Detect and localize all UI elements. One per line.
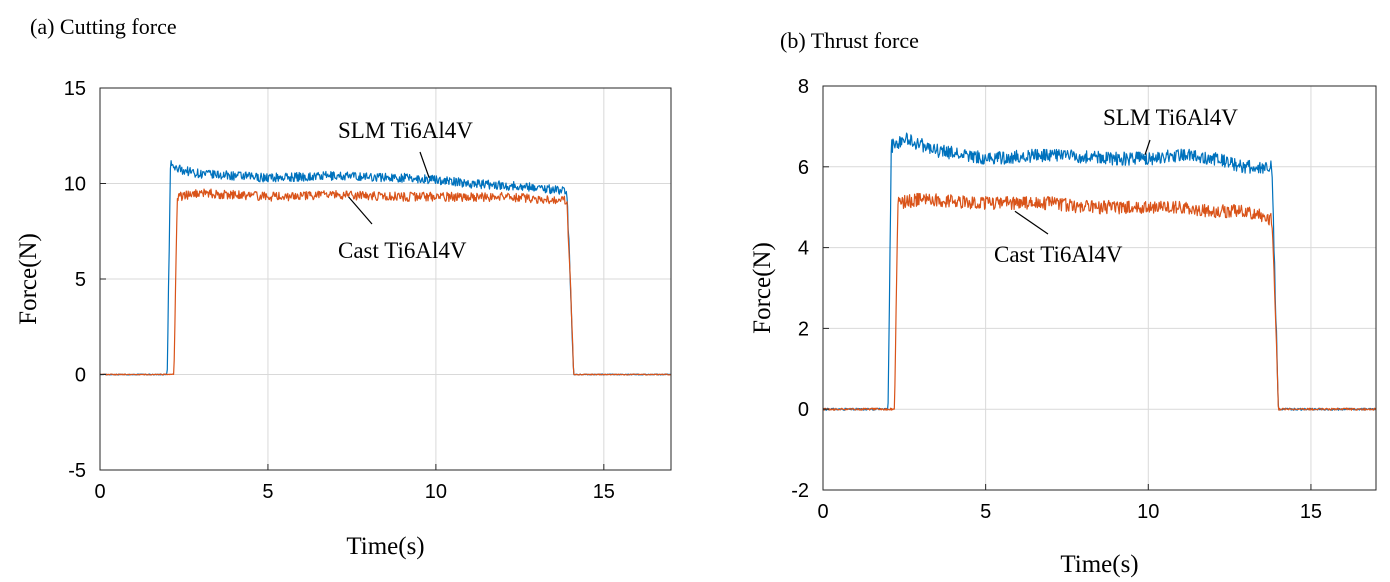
y-tick-label: -2 bbox=[791, 480, 809, 502]
y-tick-label: 10 bbox=[64, 174, 86, 196]
plot-area bbox=[823, 86, 1376, 490]
annotation-label: Cast Ti6Al4V bbox=[338, 238, 467, 263]
panel-cutting-force: (a) Cutting force 0 5 10 15 -5 0 5 10 15 Time(s) Fo… bbox=[15, 14, 672, 560]
annotation-label: SLM Ti6Al4V bbox=[338, 118, 473, 143]
y-tick-label: 15 bbox=[64, 78, 86, 100]
panel-title: (b) Thrust force bbox=[780, 28, 919, 53]
y-tick-label: 8 bbox=[798, 76, 809, 98]
annotation-leader-line bbox=[419, 151, 430, 178]
y-tick-label: 2 bbox=[798, 318, 809, 340]
x-tick-label: 0 bbox=[94, 481, 105, 503]
plot-frame bbox=[822, 85, 1377, 491]
x-tick-label: 5 bbox=[980, 501, 991, 523]
panel-thrust-force: (b) Thrust force 0 5 10 15 -2 0 2 4 6 8 Time(s) Forc… bbox=[749, 28, 1377, 578]
y-tick-label: 6 bbox=[798, 157, 809, 179]
x-tick-label: 15 bbox=[593, 481, 615, 503]
annotation-label: Cast Ti6Al4V bbox=[994, 242, 1123, 267]
annotation-label: SLM Ti6Al4V bbox=[1103, 105, 1238, 130]
x-tick-label: 15 bbox=[1300, 501, 1322, 523]
y-tick-label: 5 bbox=[75, 269, 86, 291]
y-tick-label: 0 bbox=[798, 399, 809, 421]
x-tick-label: 10 bbox=[1137, 501, 1159, 523]
x-tick-label: 0 bbox=[817, 501, 828, 523]
y-tick-label: 0 bbox=[75, 365, 86, 387]
y-axis-label: Force(N) bbox=[15, 233, 42, 325]
series-line-cast-ti6al4v bbox=[99, 188, 672, 376]
y-tick-label: 4 bbox=[798, 238, 809, 260]
panel-title: (a) Cutting force bbox=[30, 14, 177, 39]
x-tick-label: 5 bbox=[262, 481, 273, 503]
x-axis-label: Time(s) bbox=[1060, 551, 1138, 578]
series-line-cast-ti6al4v bbox=[822, 192, 1377, 411]
y-tick-label: -5 bbox=[68, 460, 86, 482]
y-axis-label: Force(N) bbox=[749, 242, 776, 334]
annotation-leader-line bbox=[1014, 210, 1049, 235]
x-axis-label: Time(s) bbox=[346, 533, 424, 560]
annotation-leader-line bbox=[1144, 139, 1151, 155]
annotation-leader-line bbox=[348, 196, 373, 225]
x-tick-label: 10 bbox=[425, 481, 447, 503]
